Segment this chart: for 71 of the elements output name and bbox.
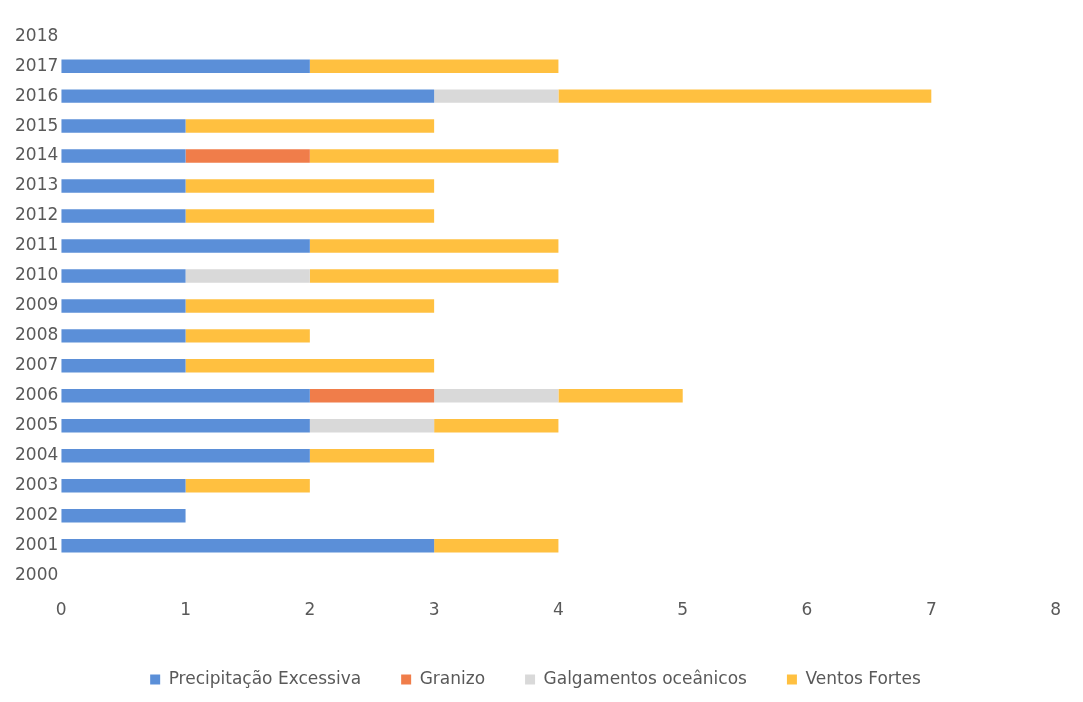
bar bbox=[434, 89, 559, 103]
x-tick-label: 2 bbox=[304, 599, 316, 620]
y-tick-label: 2001 bbox=[15, 534, 59, 555]
bar bbox=[434, 419, 559, 433]
bar bbox=[61, 149, 186, 163]
legend-label: Ventos Fortes bbox=[805, 667, 921, 688]
bar bbox=[61, 508, 186, 523]
y-tick-label: 2010 bbox=[15, 264, 59, 285]
bar bbox=[309, 149, 559, 163]
bar bbox=[61, 329, 186, 343]
bar bbox=[61, 59, 310, 73]
y-tick-label: 2005 bbox=[15, 414, 59, 435]
bar bbox=[61, 179, 186, 193]
y-tick-label: 2016 bbox=[15, 84, 59, 105]
y-tick-label: 2006 bbox=[15, 384, 59, 405]
bar bbox=[61, 269, 186, 283]
bar bbox=[185, 299, 435, 313]
bar bbox=[185, 359, 435, 373]
legend-label: Precipitação Excessiva bbox=[168, 667, 362, 688]
bar bbox=[185, 269, 310, 283]
bar bbox=[185, 119, 435, 133]
bar bbox=[558, 89, 932, 103]
y-tick-label: 2013 bbox=[15, 174, 59, 195]
bar bbox=[61, 119, 186, 133]
bar bbox=[61, 239, 310, 253]
bar bbox=[309, 269, 559, 283]
bar bbox=[434, 389, 559, 403]
bar bbox=[309, 239, 559, 253]
bar bbox=[185, 329, 310, 343]
y-tick-label: 2009 bbox=[15, 294, 59, 315]
y-tick-label: 2011 bbox=[15, 234, 59, 255]
y-tick-label: 2007 bbox=[15, 354, 59, 375]
y-tick-label: 2008 bbox=[15, 324, 59, 345]
bar bbox=[61, 299, 186, 313]
y-tick-label: 2002 bbox=[15, 504, 59, 525]
bar bbox=[61, 389, 310, 403]
x-tick-label: 5 bbox=[677, 599, 689, 620]
y-tick-label: 2015 bbox=[15, 114, 59, 135]
y-tick-label: 2004 bbox=[15, 444, 59, 465]
y-tick-label: 2003 bbox=[15, 474, 59, 495]
bar bbox=[61, 449, 310, 463]
bar bbox=[61, 419, 310, 433]
bar bbox=[434, 538, 559, 553]
bar bbox=[61, 359, 186, 373]
bar bbox=[185, 209, 435, 223]
bar bbox=[185, 179, 435, 193]
bar bbox=[309, 419, 435, 433]
x-tick-label: 0 bbox=[55, 599, 67, 620]
y-tick-label: 2012 bbox=[15, 204, 59, 225]
legend-label: Granizo bbox=[419, 667, 486, 688]
x-tick-label: 4 bbox=[553, 599, 564, 620]
x-tick-label: 6 bbox=[801, 599, 813, 620]
x-tick-label: 1 bbox=[180, 599, 191, 620]
legend-label: Galgamentos oceânicos bbox=[543, 667, 748, 688]
bar bbox=[309, 389, 435, 403]
y-tick-label: 2018 bbox=[15, 24, 59, 45]
bar bbox=[309, 59, 559, 73]
bar bbox=[61, 209, 186, 223]
y-tick-label: 2000 bbox=[15, 564, 59, 585]
bar bbox=[558, 389, 683, 403]
bar bbox=[61, 89, 435, 103]
y-tick-label: 2014 bbox=[15, 144, 59, 165]
bar bbox=[185, 478, 310, 493]
bar bbox=[61, 478, 186, 493]
bar bbox=[185, 149, 310, 163]
x-tick-label: 3 bbox=[428, 599, 440, 620]
bar bbox=[309, 449, 435, 463]
x-tick-label: 7 bbox=[925, 599, 937, 620]
x-tick-label: 8 bbox=[1050, 599, 1062, 620]
y-tick-label: 2017 bbox=[15, 54, 59, 75]
bar bbox=[61, 538, 435, 553]
